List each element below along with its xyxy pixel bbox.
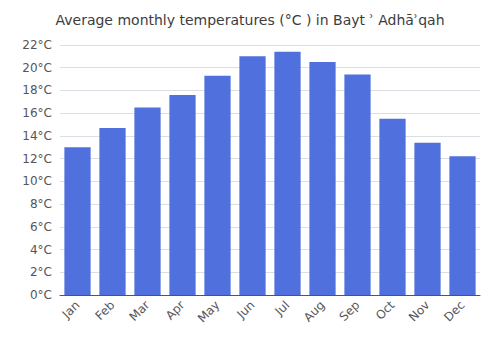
svg-text:Sep: Sep <box>337 298 363 324</box>
svg-text:May: May <box>195 298 222 325</box>
svg-text:Jan: Jan <box>59 298 83 322</box>
svg-text:Apr: Apr <box>163 298 188 323</box>
svg-text:14°C: 14°C <box>22 129 52 143</box>
svg-text:18°C: 18°C <box>22 83 52 97</box>
svg-text:Feb: Feb <box>93 298 118 323</box>
svg-text:20°C: 20°C <box>22 61 52 75</box>
svg-text:Nov: Nov <box>406 298 432 324</box>
svg-text:2°C: 2°C <box>30 265 52 279</box>
svg-text:Mar: Mar <box>127 298 153 324</box>
svg-text:10°C: 10°C <box>22 174 52 188</box>
svg-text:12°C: 12°C <box>22 152 52 166</box>
svg-text:4°C: 4°C <box>30 243 52 257</box>
svg-text:6°C: 6°C <box>30 220 52 234</box>
svg-text:Dec: Dec <box>441 298 467 324</box>
svg-text:Jul: Jul <box>272 298 293 319</box>
svg-text:Aug: Aug <box>301 298 327 324</box>
svg-text:Average monthly temperatures (: Average monthly temperatures (°C ) in Ba… <box>55 12 444 28</box>
svg-text:Jun: Jun <box>234 298 258 322</box>
svg-text:0°C: 0°C <box>30 288 52 302</box>
svg-text:22°C: 22°C <box>22 38 52 52</box>
svg-text:16°C: 16°C <box>22 106 52 120</box>
svg-text:8°C: 8°C <box>30 197 52 211</box>
svg-text:Oct: Oct <box>373 298 398 323</box>
